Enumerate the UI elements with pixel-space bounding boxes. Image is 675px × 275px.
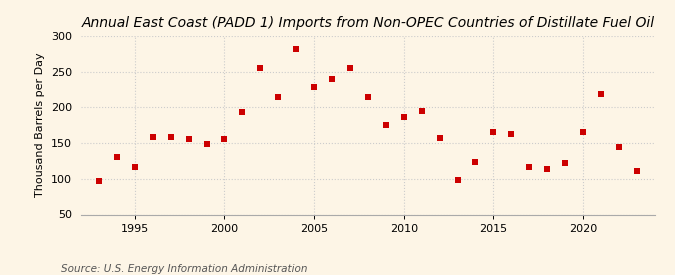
- Y-axis label: Thousand Barrels per Day: Thousand Barrels per Day: [35, 53, 45, 197]
- Point: [560, 161, 570, 165]
- Point: [291, 46, 302, 51]
- Point: [255, 66, 266, 70]
- Point: [614, 144, 624, 149]
- Title: Annual East Coast (PADD 1) Imports from Non-OPEC Countries of Distillate Fuel Oi: Annual East Coast (PADD 1) Imports from …: [81, 16, 655, 31]
- Point: [201, 142, 212, 146]
- Point: [183, 137, 194, 142]
- Point: [506, 132, 517, 137]
- Point: [327, 77, 338, 82]
- Point: [273, 94, 284, 99]
- Point: [470, 160, 481, 164]
- Point: [344, 66, 355, 70]
- Point: [542, 167, 553, 171]
- Point: [452, 178, 463, 182]
- Point: [381, 123, 392, 127]
- Point: [578, 130, 589, 134]
- Point: [362, 94, 373, 99]
- Point: [130, 164, 140, 169]
- Point: [237, 110, 248, 114]
- Text: Source: U.S. Energy Information Administration: Source: U.S. Energy Information Administ…: [61, 264, 307, 274]
- Point: [434, 136, 445, 140]
- Point: [631, 169, 642, 173]
- Point: [595, 92, 606, 97]
- Point: [94, 179, 105, 183]
- Point: [147, 134, 158, 139]
- Point: [488, 130, 499, 134]
- Point: [416, 109, 427, 113]
- Point: [111, 154, 122, 159]
- Point: [524, 164, 535, 169]
- Point: [308, 85, 319, 89]
- Point: [219, 137, 230, 142]
- Point: [165, 135, 176, 139]
- Point: [398, 115, 409, 119]
